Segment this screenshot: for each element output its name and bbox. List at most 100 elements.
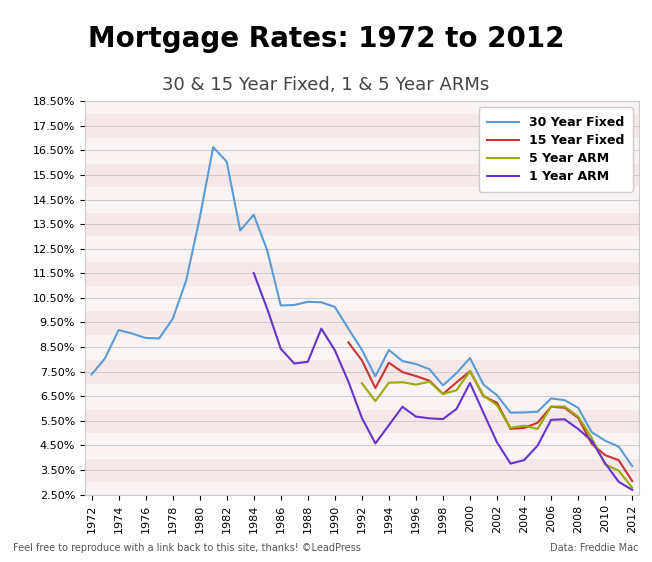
- 30 Year Fixed: [480, 381, 488, 388]
- 1 Year ARM: [358, 415, 366, 422]
- 30 Year Fixed: [439, 382, 447, 389]
- 15 Year Fixed: [561, 405, 569, 411]
- 30 Year Fixed: [169, 316, 177, 323]
- 30 Year Fixed: [561, 397, 569, 404]
- 30 Year Fixed: [493, 392, 501, 398]
- 30 Year Fixed: [412, 361, 420, 368]
- 1 Year ARM: [629, 487, 636, 493]
- 30 Year Fixed: [547, 395, 555, 402]
- 5 Year ARM: [534, 425, 542, 432]
- 30 Year Fixed: [466, 355, 474, 361]
- 5 Year ARM: [547, 403, 555, 410]
- Line: 30 Year Fixed: 30 Year Fixed: [91, 147, 632, 466]
- 30 Year Fixed: [574, 405, 582, 411]
- 15 Year Fixed: [412, 373, 420, 379]
- 1 Year ARM: [615, 478, 623, 485]
- 5 Year ARM: [426, 378, 434, 385]
- 15 Year Fixed: [601, 452, 609, 459]
- 1 Year ARM: [412, 413, 420, 420]
- 5 Year ARM: [520, 423, 528, 429]
- 1 Year ARM: [480, 410, 488, 416]
- 1 Year ARM: [520, 457, 528, 464]
- 1 Year ARM: [290, 360, 298, 367]
- 15 Year Fixed: [466, 368, 474, 374]
- 5 Year ARM: [601, 461, 609, 468]
- 15 Year Fixed: [534, 419, 542, 426]
- 15 Year Fixed: [372, 385, 379, 392]
- 15 Year Fixed: [629, 478, 636, 484]
- 15 Year Fixed: [574, 415, 582, 422]
- Bar: [85, 433, 639, 457]
- Bar: [85, 237, 639, 261]
- 30 Year Fixed: [452, 370, 460, 377]
- 5 Year ARM: [412, 381, 420, 388]
- 30 Year Fixed: [87, 371, 95, 378]
- 1 Year ARM: [344, 378, 352, 385]
- Text: Data: Freddie Mac: Data: Freddie Mac: [550, 543, 639, 553]
- Line: 15 Year Fixed: 15 Year Fixed: [348, 342, 632, 481]
- 30 Year Fixed: [615, 443, 623, 450]
- 30 Year Fixed: [141, 334, 149, 341]
- 30 Year Fixed: [520, 409, 528, 416]
- 15 Year Fixed: [452, 379, 460, 386]
- 5 Year ARM: [480, 392, 488, 399]
- Bar: [85, 187, 639, 212]
- Bar: [85, 482, 639, 507]
- 1 Year ARM: [277, 346, 285, 352]
- 15 Year Fixed: [439, 391, 447, 397]
- Bar: [85, 89, 639, 114]
- 30 Year Fixed: [128, 330, 136, 337]
- 1 Year ARM: [439, 416, 447, 423]
- 1 Year ARM: [547, 416, 555, 423]
- 15 Year Fixed: [547, 404, 555, 410]
- 15 Year Fixed: [398, 369, 406, 375]
- 15 Year Fixed: [493, 400, 501, 406]
- 1 Year ARM: [331, 347, 339, 353]
- 15 Year Fixed: [587, 440, 595, 447]
- 30 Year Fixed: [182, 277, 190, 284]
- 15 Year Fixed: [358, 357, 366, 364]
- 5 Year ARM: [574, 413, 582, 420]
- 30 Year Fixed: [372, 373, 379, 380]
- 5 Year ARM: [372, 398, 379, 405]
- 15 Year Fixed: [344, 339, 352, 346]
- 30 Year Fixed: [587, 429, 595, 436]
- Legend: 30 Year Fixed, 15 Year Fixed, 5 Year ARM, 1 Year ARM: 30 Year Fixed, 15 Year Fixed, 5 Year ARM…: [479, 107, 632, 192]
- 1 Year ARM: [263, 306, 271, 312]
- 5 Year ARM: [587, 434, 595, 441]
- 30 Year Fixed: [398, 357, 406, 364]
- 5 Year ARM: [615, 468, 623, 474]
- 5 Year ARM: [629, 484, 636, 491]
- Bar: [85, 138, 639, 162]
- 30 Year Fixed: [277, 302, 285, 309]
- Text: 30 & 15 Year Fixed, 1 & 5 Year ARMs: 30 & 15 Year Fixed, 1 & 5 Year ARMs: [162, 76, 490, 94]
- 5 Year ARM: [358, 380, 366, 387]
- 30 Year Fixed: [601, 437, 609, 444]
- 1 Year ARM: [534, 442, 542, 449]
- 30 Year Fixed: [507, 409, 514, 416]
- 1 Year ARM: [574, 425, 582, 432]
- 30 Year Fixed: [426, 366, 434, 373]
- 5 Year ARM: [466, 368, 474, 374]
- 30 Year Fixed: [358, 346, 366, 353]
- 1 Year ARM: [318, 325, 325, 332]
- 15 Year Fixed: [480, 393, 488, 400]
- 30 Year Fixed: [250, 211, 258, 218]
- 1 Year ARM: [398, 404, 406, 410]
- 1 Year ARM: [587, 437, 595, 444]
- 5 Year ARM: [493, 402, 501, 409]
- Text: Mortgage Rates: 1972 to 2012: Mortgage Rates: 1972 to 2012: [88, 25, 564, 53]
- 5 Year ARM: [439, 391, 447, 397]
- Text: Feel free to reproduce with a link back to this site, thanks! ©LeadPress: Feel free to reproduce with a link back …: [13, 543, 361, 553]
- 15 Year Fixed: [615, 457, 623, 464]
- 1 Year ARM: [372, 440, 379, 447]
- 30 Year Fixed: [318, 299, 325, 306]
- 30 Year Fixed: [344, 325, 352, 332]
- 1 Year ARM: [466, 379, 474, 386]
- 5 Year ARM: [452, 387, 460, 393]
- 5 Year ARM: [507, 424, 514, 431]
- 5 Year ARM: [561, 403, 569, 410]
- 15 Year Fixed: [426, 377, 434, 384]
- 30 Year Fixed: [196, 215, 203, 221]
- 1 Year ARM: [601, 460, 609, 466]
